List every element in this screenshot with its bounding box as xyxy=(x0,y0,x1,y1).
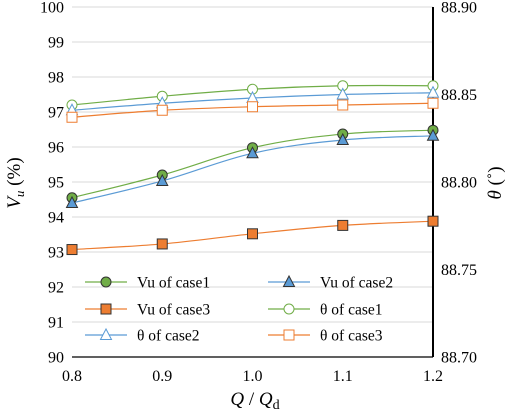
x-axis-title-sub: d xyxy=(273,398,280,413)
y-axis-title-unit: (%) xyxy=(4,157,25,190)
data-point-series-3 xyxy=(247,228,258,240)
y-tick-label: 99 xyxy=(48,35,64,52)
y2-axis-title-theta: θ xyxy=(485,190,506,199)
x-tick-label: 0.8 xyxy=(62,368,82,385)
x-axis-title-qd: Q xyxy=(259,389,273,410)
y-tick-label: 91 xyxy=(48,315,64,332)
y-tick-label: 94 xyxy=(48,210,64,227)
data-point-series-6 xyxy=(66,111,78,123)
y-axis-title-v: V xyxy=(4,195,25,209)
data-point-series-2 xyxy=(246,146,259,159)
series-markers xyxy=(65,80,440,256)
y2-tick-label: 88.90 xyxy=(441,0,477,17)
y2-axis-title-unit: (˚) xyxy=(485,166,506,190)
legend-label: Vu of case3 xyxy=(137,302,210,319)
data-point-series-6 xyxy=(247,101,258,113)
legend-marker xyxy=(99,327,113,340)
y-tick-label: 97 xyxy=(48,105,64,122)
legend-marker xyxy=(100,276,112,288)
legend-label: Vu of case2 xyxy=(320,275,393,292)
data-point-series-5 xyxy=(426,85,440,98)
gridlines xyxy=(72,6,433,358)
legend-marker xyxy=(100,303,112,315)
y-tick-label: 92 xyxy=(48,280,64,297)
y-tick-label: 98 xyxy=(48,70,64,87)
legend-marker xyxy=(282,274,296,287)
x-axis-title: Q / Qd xyxy=(230,389,279,413)
y-axis-title: Vu (%) xyxy=(4,157,27,208)
legend-label: θ of case2 xyxy=(137,328,200,345)
legend-label: Vu of case1 xyxy=(137,275,210,292)
y-tick-label: 96 xyxy=(48,140,64,157)
x-tick-label: 1.0 xyxy=(243,368,263,385)
data-point-series-2 xyxy=(65,195,79,208)
y-tick-label: 100 xyxy=(40,0,64,17)
legend-marker xyxy=(283,329,295,341)
legend: Vu of case1 Vu of case2 Vu of case3 θ of ca… xyxy=(85,275,393,345)
legend-label: θ of case1 xyxy=(320,302,383,319)
y2-tick-label: 88.80 xyxy=(441,175,477,192)
x-axis-title-slash: / xyxy=(244,389,259,410)
tick-labels: 90 91 92 93 94 95 96 97 98 99 100 88.70 88.75 88.80 88… xyxy=(40,0,477,385)
y-tick-label: 90 xyxy=(48,350,64,367)
y-tick-label: 95 xyxy=(48,175,64,192)
y2-tick-label: 88.70 xyxy=(441,350,477,367)
data-point-series-3 xyxy=(66,244,78,256)
data-point-series-2 xyxy=(155,173,169,186)
data-point-series-2 xyxy=(426,128,440,141)
legend-marker xyxy=(283,303,295,315)
data-point-series-2 xyxy=(336,132,350,145)
x-axis-title-q: Q xyxy=(230,389,244,410)
data-point-series-3 xyxy=(156,238,168,250)
y2-tick-label: 88.75 xyxy=(441,262,477,279)
series-line-1 xyxy=(71,129,434,199)
data-point-series-6 xyxy=(337,99,349,111)
data-point-series-5 xyxy=(336,87,350,100)
data-point-series-6 xyxy=(427,97,439,109)
x-tick-label: 0.9 xyxy=(152,368,172,385)
y-tick-label: 93 xyxy=(48,245,64,262)
data-point-series-3 xyxy=(427,215,439,227)
x-tick-label: 1.2 xyxy=(423,368,443,385)
data-point-series-6 xyxy=(156,104,168,116)
legend-label: θ of case3 xyxy=(320,328,383,345)
y2-axis-title: θ (˚) xyxy=(485,166,506,199)
axes xyxy=(72,7,434,358)
y2-tick-label: 88.85 xyxy=(441,87,477,104)
y-axis-title-sub: u xyxy=(12,190,27,197)
data-point-series-3 xyxy=(337,219,349,231)
x-tick-label: 1.1 xyxy=(333,368,353,385)
